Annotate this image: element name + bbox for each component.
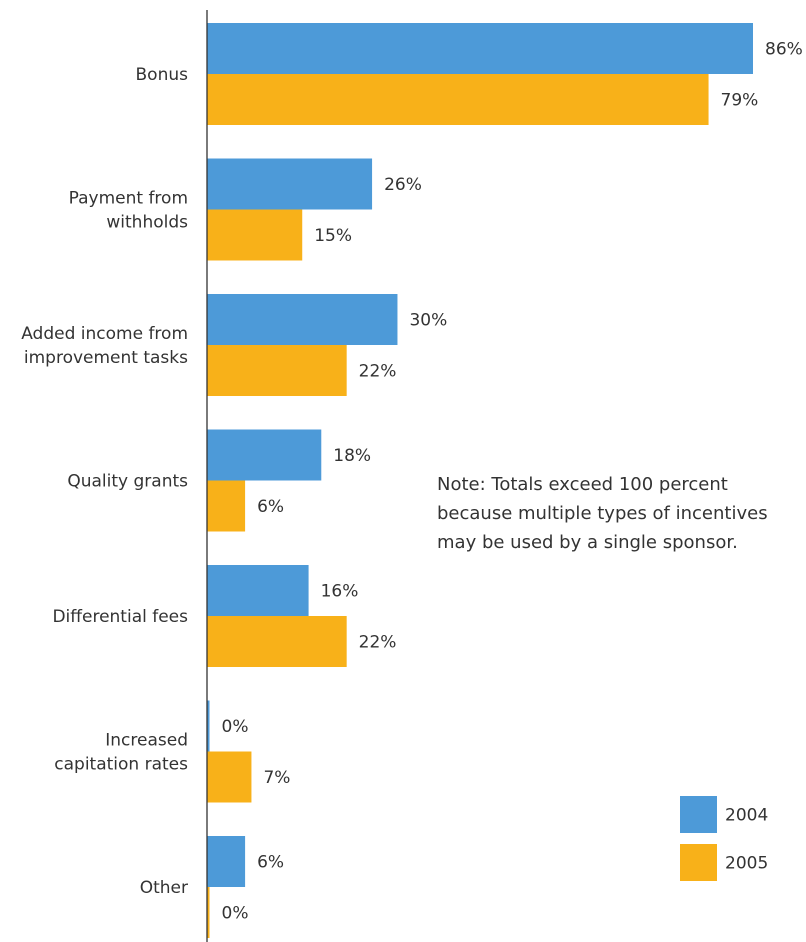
category-label: Payment from (69, 189, 188, 209)
bar-2005 (207, 74, 709, 125)
note-line-1: Note: Totals exceed 100 percent (437, 474, 728, 495)
note-line-3: may be used by a single sponsor. (437, 532, 738, 553)
note-line-2: because multiple types of incentives (437, 503, 768, 524)
bar-2005 (207, 480, 246, 532)
category-label: Other (140, 878, 188, 898)
category-label: capitation rates (54, 755, 188, 775)
category-label: withholds (106, 213, 188, 233)
bar-2004 (207, 158, 373, 210)
bar-2005 (207, 345, 347, 396)
bar-2005 (207, 887, 210, 938)
data-label: 7% (263, 768, 290, 788)
data-label: 79% (721, 91, 759, 111)
bar-2004 (207, 565, 309, 616)
category-label: Quality grants (67, 472, 188, 492)
bars-layer (207, 23, 753, 938)
legend-label-2005: 2005 (725, 854, 768, 874)
legend-swatch-2004 (680, 796, 717, 833)
bar-2005 (207, 209, 303, 261)
category-label: improvement tasks (24, 348, 188, 368)
data-label: 16% (321, 582, 359, 602)
category-label: Bonus (136, 65, 189, 85)
data-label: 15% (314, 226, 352, 246)
legend-label-2004: 2004 (725, 806, 768, 826)
data-label: 26% (384, 175, 422, 195)
legend-swatch-2005 (680, 844, 717, 881)
bar-2005 (207, 616, 347, 667)
data-label: 30% (409, 311, 447, 331)
legend: 2004 2005 (680, 796, 768, 881)
data-label: 22% (359, 362, 397, 382)
bar-2004 (207, 23, 753, 74)
category-label: Added income from (21, 324, 188, 344)
category-label: Differential fees (52, 607, 188, 627)
bar-2004 (207, 294, 398, 345)
bar-2004 (207, 836, 246, 887)
note-text: Note: Totals exceed 100 percent because … (437, 470, 797, 557)
data-label: 6% (257, 853, 284, 873)
category-label: Increased (105, 731, 188, 751)
bar-2004 (207, 700, 210, 752)
data-label: 0% (222, 904, 249, 924)
bar-2005 (207, 751, 252, 803)
labels-layer: Bonus 86% 79% Payment from withholds 26% 15% Ad… (21, 40, 803, 924)
bar-2004 (207, 429, 322, 481)
data-label: 0% (222, 717, 249, 737)
data-label: 22% (359, 633, 397, 653)
data-label: 86% (765, 40, 803, 60)
data-label: 6% (257, 497, 284, 517)
data-label: 18% (333, 446, 371, 466)
